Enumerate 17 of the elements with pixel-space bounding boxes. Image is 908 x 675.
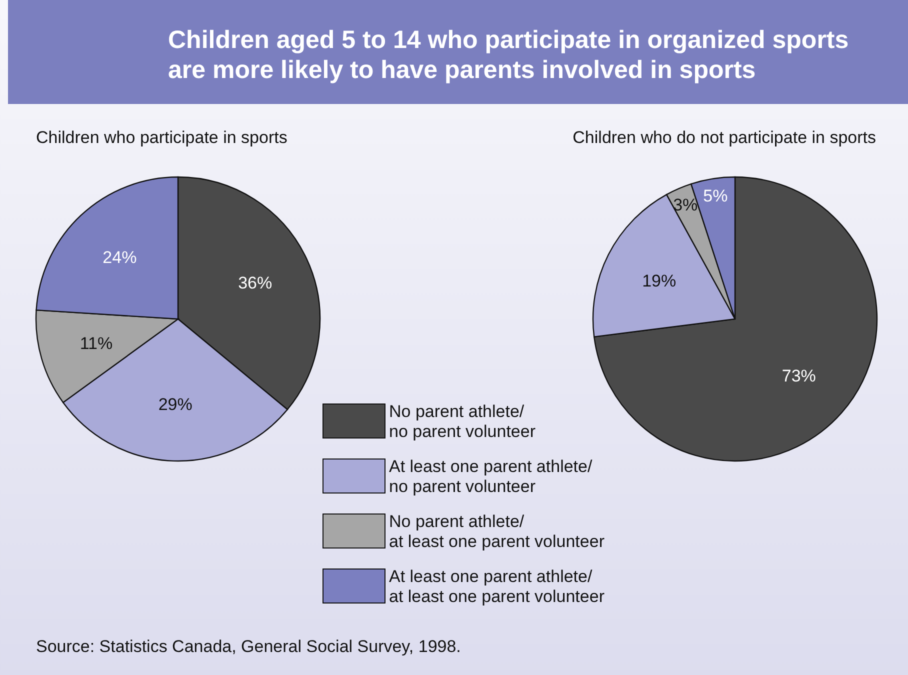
data-label: 19%	[642, 271, 676, 290]
chart-subtitle: Children who participate in sports	[36, 128, 288, 147]
data-label: 11%	[80, 334, 113, 353]
pie-slice	[594, 176, 878, 462]
legend-label: At least one parent athlete/ no parent volunteer	[389, 457, 592, 496]
data-label: 5%	[703, 186, 728, 206]
legend-label: No parent athlete/ at least one parent volunteer	[389, 512, 605, 551]
data-label: 36%	[238, 274, 272, 293]
data-label: 24%	[102, 248, 137, 267]
chart-title: Children who do not participate in sports	[572, 128, 876, 147]
data-label: 73%	[782, 366, 816, 386]
data-label: 3%	[673, 195, 698, 214]
legend-label: At least one parent athlete/ at least one parent volunteer	[389, 567, 605, 606]
chart-title: Children aged 5 to 14 who participate in organized sports are more likely to have parents involved in sports	[168, 26, 849, 84]
legend-label: No parent athlete/ no parent volunteer	[389, 402, 536, 441]
source-note: Source: Statistics Canada, General Social Survey, 1998.	[36, 637, 461, 656]
data-label: 29%	[158, 395, 192, 414]
